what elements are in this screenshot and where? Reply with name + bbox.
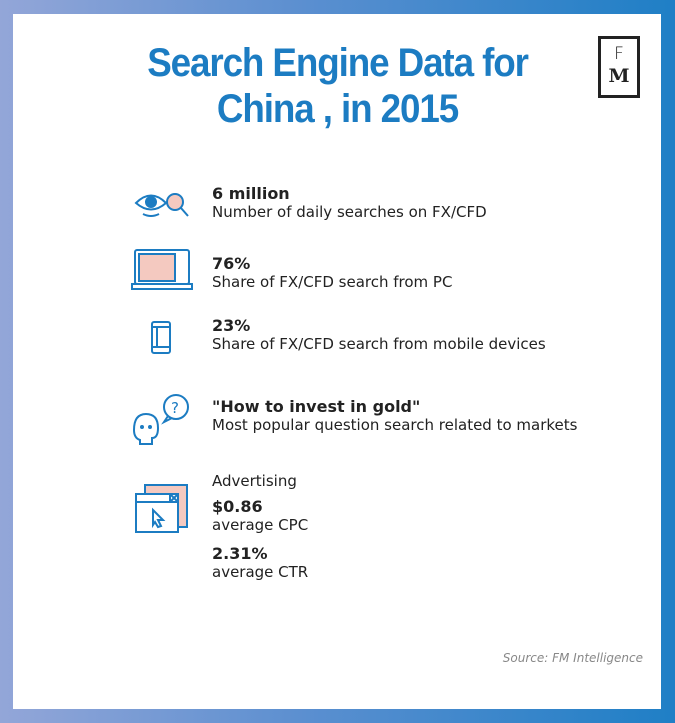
stat-popular-question: "How to invest in gold" Most popular ques… xyxy=(212,397,577,435)
stat-label: Number of daily searches on FX/CFD xyxy=(212,203,487,221)
stat-value: 76% xyxy=(212,254,251,273)
source-note: Source: FM Intelligence xyxy=(502,651,643,665)
title-line-1: Search Engine Data for xyxy=(147,41,529,85)
advertising-heading: Advertising xyxy=(212,472,297,490)
ctr-value: 2.31% xyxy=(212,544,268,563)
logo-top: F xyxy=(614,44,624,64)
cpc-value: $0.86 xyxy=(212,497,263,516)
title-line-2: China , in 2015 xyxy=(216,87,459,131)
stat-mobile-share: 23% Share of FX/CFD search from mobile de… xyxy=(212,316,546,354)
stat-pc-share: 76% Share of FX/CFD search from PC xyxy=(212,254,452,292)
stat-value: 6 million xyxy=(212,184,290,203)
logo-bottom: M xyxy=(608,65,630,87)
svg-text:?: ? xyxy=(171,399,179,417)
laptop-icon xyxy=(131,249,193,290)
stat-daily-searches: 6 million Number of daily searches on FX/… xyxy=(212,184,487,222)
stat-label: Share of FX/CFD search from PC xyxy=(212,273,453,291)
page-title: Search Engine Data for China , in 2015 xyxy=(27,40,648,132)
stat-label: Share of FX/CFD search from mobile devic… xyxy=(212,335,546,353)
cpc-label: average CPC xyxy=(212,516,309,534)
stat-label: Most popular question search related to … xyxy=(212,416,578,434)
ctr-label: average CTR xyxy=(212,563,309,581)
eye-magnifier-icon xyxy=(134,193,189,217)
stat-value: "How to invest in gold" xyxy=(212,397,421,416)
mobile-phone-icon xyxy=(151,321,171,354)
stat-advertising: Advertising $0.86 average CPC 2.31% aver… xyxy=(212,472,308,582)
head-question-icon: ? xyxy=(132,394,189,445)
infographic-panel xyxy=(13,14,661,709)
stat-value: 23% xyxy=(212,316,251,335)
browser-cursor-icon xyxy=(135,484,188,533)
